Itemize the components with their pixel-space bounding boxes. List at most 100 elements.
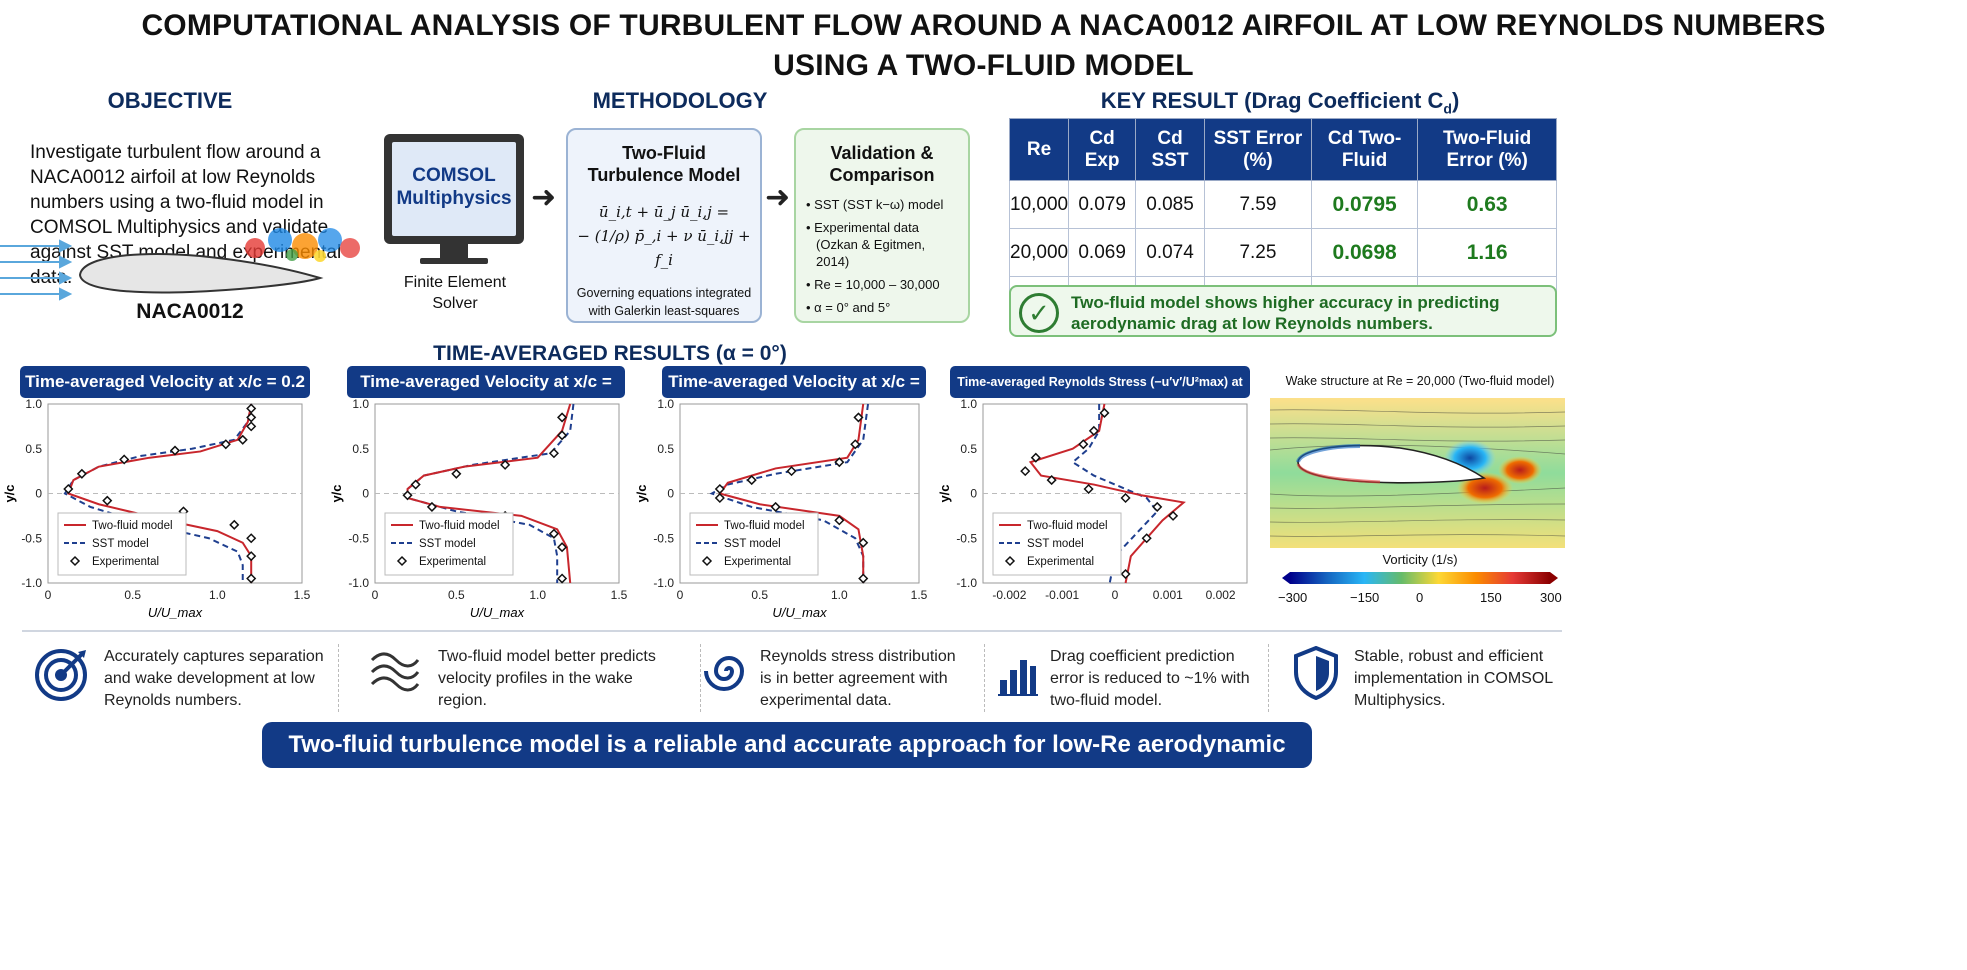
results-heading: TIME-AVERAGED RESULTS (α = 0°) bbox=[433, 342, 787, 365]
feature-text: Reynolds stress distribution is in better… bbox=[760, 646, 990, 712]
plot-title-1: Time-averaged Velocity at x/c = 0.2 bbox=[20, 366, 310, 398]
arrow-icon: ➜ bbox=[765, 181, 791, 214]
validation-item: Experimental data bbox=[814, 220, 919, 235]
key-result-heading-text: KEY RESULT (Drag Coefficient C bbox=[1100, 88, 1444, 113]
feature-separator bbox=[984, 644, 985, 712]
y-tick-label: 1.0 bbox=[657, 398, 674, 411]
title-line-1: COMPUTATIONAL ANALYSIS OF TURBULENT FLOW… bbox=[141, 9, 1826, 42]
wake-vorticity-image bbox=[1270, 398, 1565, 548]
y-axis-label: y/c bbox=[937, 484, 952, 502]
sst-model-line bbox=[1071, 404, 1159, 584]
model-caption: Governing equations integrated with Gale… bbox=[568, 284, 760, 320]
monitor-base bbox=[420, 258, 488, 264]
experimental-point bbox=[76, 468, 87, 479]
reynolds-stress-chart: 1.0 0.5 0 -0.5 -1.0 -0.002 -0.001 0 0.001 0.002 y/… bbox=[937, 398, 1248, 602]
experimental-point bbox=[402, 490, 413, 501]
experimental-point bbox=[246, 533, 257, 544]
feature-line: experimental data. bbox=[760, 692, 892, 709]
model-title-line-2: Turbulence Model bbox=[587, 165, 741, 185]
feature-line: velocity profiles in the wake bbox=[438, 670, 633, 687]
x-axis-label: U/U_max bbox=[148, 605, 203, 620]
experimental-point bbox=[1020, 466, 1031, 477]
feature-line: error is reduced to ~1% with bbox=[1050, 670, 1250, 687]
key-result-heading-end: ) bbox=[1451, 88, 1460, 113]
validation-title-line-2: Comparison bbox=[829, 165, 935, 185]
feature-line: Reynolds stress distribution bbox=[760, 648, 956, 665]
table-row: 20,000 0.069 0.074 7.25 0.0698 1.16 bbox=[1008, 228, 1557, 277]
legend-swatch-experimental bbox=[1004, 555, 1016, 567]
sst-model-line bbox=[709, 403, 870, 583]
monitor-stand bbox=[440, 244, 468, 260]
experimental-point bbox=[1141, 533, 1152, 544]
legend-swatch-experimental bbox=[396, 555, 408, 567]
experimental-point bbox=[548, 448, 559, 459]
experimental-point bbox=[119, 454, 130, 465]
experimental-point bbox=[1120, 492, 1131, 504]
experimental-point bbox=[858, 537, 869, 548]
legend-label: Experimental bbox=[419, 556, 486, 568]
experimental-point bbox=[557, 412, 568, 423]
x-tick-label: 0.5 bbox=[124, 588, 141, 602]
experimental-point bbox=[246, 573, 257, 584]
feature-line: implementation in COMSOL bbox=[1354, 670, 1554, 687]
velocity-profile-chart-3: 1.00.50-0.5-1.00 0.5 1.0 1.5y/cU/U_maxTwo-f… bbox=[634, 398, 928, 620]
legend-swatch-experimental bbox=[701, 555, 713, 567]
experimental-point bbox=[1120, 568, 1131, 580]
experimental-point bbox=[220, 439, 231, 450]
x-tick-label: 0.001 bbox=[1153, 588, 1183, 602]
validation-item: α = 0° and 5° bbox=[814, 300, 891, 315]
legend-box bbox=[689, 512, 819, 576]
table-header-cell: SST Error (%) bbox=[1203, 118, 1312, 181]
feature-separator bbox=[700, 644, 701, 712]
experimental-point bbox=[557, 430, 568, 441]
colorbar-tick: 0 bbox=[1416, 590, 1424, 605]
monitor-caption: Finite Element Solver bbox=[385, 272, 525, 314]
x-axis-label: U/U_max bbox=[772, 605, 827, 620]
y-tick-label: 1.0 bbox=[352, 398, 369, 411]
table-cell: 20,000 bbox=[1008, 228, 1070, 277]
experimental-point bbox=[746, 475, 757, 486]
table-cell: 0.085 bbox=[1135, 180, 1205, 229]
legend-label: SST model bbox=[724, 538, 781, 550]
experimental-point bbox=[1088, 425, 1099, 436]
swirl-icon bbox=[704, 646, 754, 701]
x-tick-label: 1.5 bbox=[911, 588, 928, 602]
feature-line: Stable, robust and efficient bbox=[1354, 648, 1544, 665]
features-divider bbox=[22, 630, 1562, 632]
legend-label: SST model bbox=[1027, 538, 1084, 550]
experimental-point bbox=[557, 573, 568, 584]
legend-label: SST model bbox=[419, 538, 476, 550]
airfoil-illustration bbox=[0, 228, 360, 301]
experimental-point bbox=[426, 501, 437, 512]
monitor-caption-line-2: Solver bbox=[432, 295, 478, 312]
experimental-point bbox=[548, 528, 559, 539]
table-cell: 0.0698 bbox=[1310, 228, 1419, 277]
target-icon bbox=[34, 648, 88, 707]
model-caption-line-1: Governing equations integrated bbox=[576, 286, 752, 300]
feature-text: Two-fluid model better predicts velocity … bbox=[438, 646, 678, 712]
table-cell: 7.25 bbox=[1203, 228, 1312, 277]
validation-box: Validation & Comparison • SST (SST k−ω) … bbox=[794, 128, 970, 323]
experimental-point bbox=[451, 468, 462, 479]
colorbar-right-arrow bbox=[1550, 572, 1558, 584]
colorbar-label: Vorticity (1/s) bbox=[1382, 552, 1458, 567]
legend-label: Two-fluid model bbox=[1027, 520, 1108, 532]
experimental-point bbox=[246, 403, 257, 414]
experimental-point bbox=[102, 495, 113, 506]
experimental-point bbox=[1099, 407, 1110, 419]
experimental-point bbox=[237, 434, 248, 445]
validation-title-line-1: Validation & bbox=[830, 143, 934, 163]
y-tick-label: 0 bbox=[970, 487, 977, 501]
conclusion-banner: Two-fluid turbulence model is a reliable… bbox=[262, 722, 1312, 804]
x-tick-label: -0.002 bbox=[992, 588, 1026, 602]
table-header-cell: Re bbox=[1008, 118, 1070, 181]
experimental-point bbox=[714, 483, 725, 495]
y-tick-label: -0.5 bbox=[348, 531, 369, 545]
y-tick-label: 0 bbox=[35, 487, 42, 501]
velocity-profile-chart-2: 1.00.50-0.5-1.00 0.5 1.0 1.5y/cU/U_maxTwo-f… bbox=[329, 398, 628, 620]
experimental-point bbox=[229, 519, 240, 530]
arrow-icon: ➜ bbox=[531, 181, 557, 214]
feature-line: Two-fluid model better predicts bbox=[438, 648, 656, 665]
feature-line: is in better agreement with bbox=[760, 670, 948, 687]
table-header-cell: Two-Fluid Error (%) bbox=[1417, 118, 1557, 181]
